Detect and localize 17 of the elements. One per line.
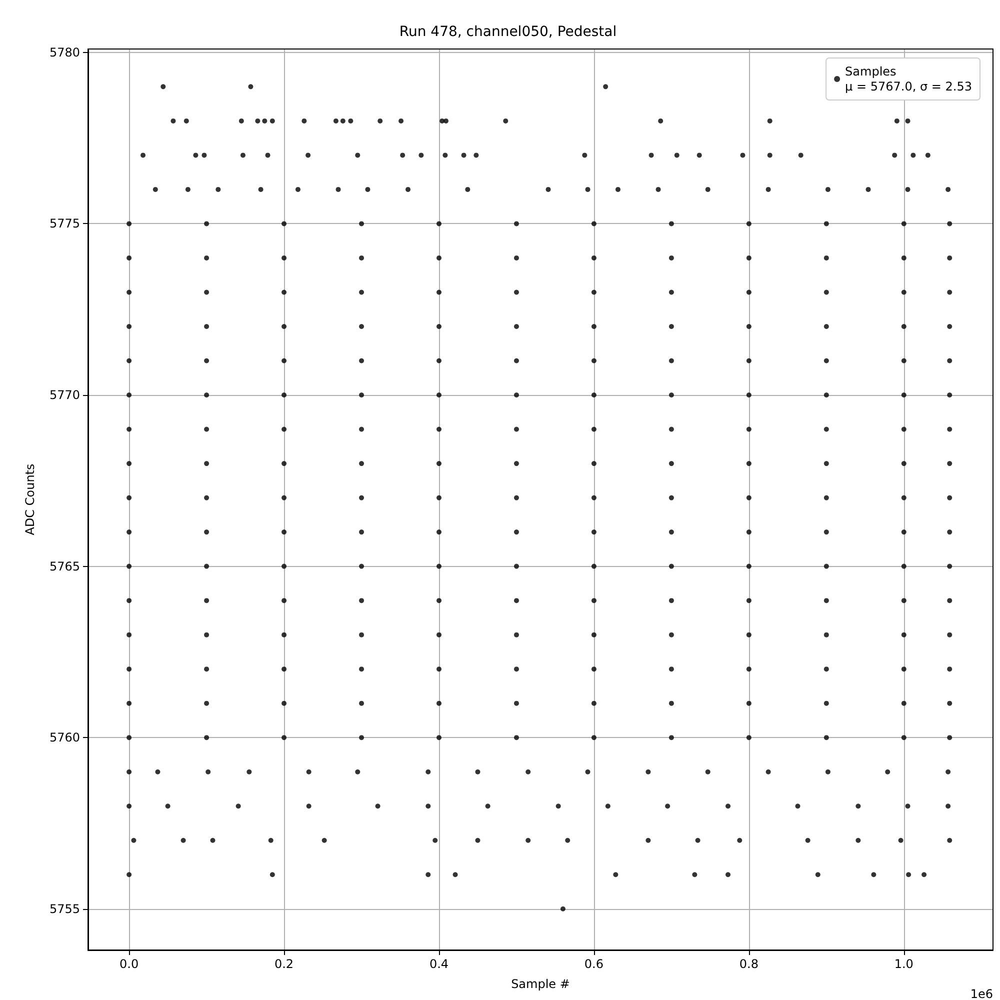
y-tick-label: 5755 [49,902,80,916]
y-tick-label: 5780 [49,45,80,60]
x-axis-title: Sample # [511,977,570,991]
y-tick-label: 5775 [49,216,80,231]
x-tick-label: 0.6 [584,957,604,971]
x-tick-label: 1.0 [894,957,914,971]
text: 1e6 [970,987,994,1000]
y-tick-label: 5760 [49,730,80,745]
chart-title: Run 478, channel050, Pedestal [399,24,617,40]
y-tick-label: 5770 [49,388,80,402]
legend-label: Samples μ = 5767.0, σ = 2.53 [845,64,972,94]
y-axis-title: ADC Counts [23,464,37,536]
y-tick-label: 5765 [49,559,80,574]
x-tick-label: 0.4 [429,957,449,971]
x-tick-label: 0.2 [274,957,294,971]
x-tick-label: 0.0 [120,957,139,971]
x-tick-label: 0.8 [739,957,758,971]
